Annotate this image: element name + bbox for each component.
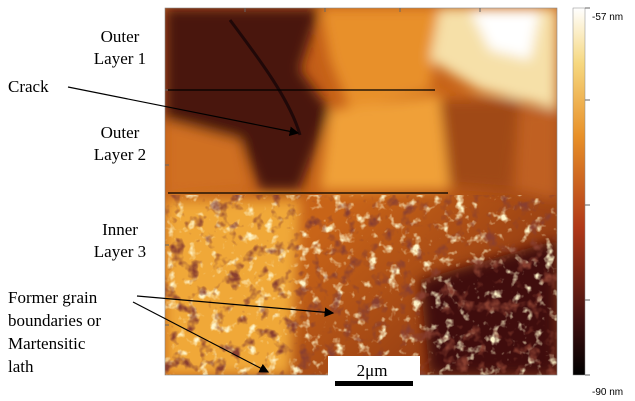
- colorbar: [573, 8, 585, 375]
- label-line: Outer: [101, 27, 140, 46]
- label-line: lath: [8, 357, 34, 376]
- colorbar-ticks: [585, 8, 590, 375]
- label-line: Martensitic: [8, 334, 86, 353]
- scale-bar: [335, 381, 413, 386]
- label-line: Layer 1: [94, 49, 146, 68]
- label-line: Inner: [102, 220, 138, 239]
- label-line: Layer 2: [94, 145, 146, 164]
- label-line: Layer 3: [94, 242, 146, 261]
- figure: 2μm -57 nm -90 nm Outer Layer 1 Crack Ou…: [0, 0, 635, 401]
- label-line: Former grain: [8, 288, 98, 307]
- label-line: Outer: [101, 123, 140, 142]
- label: Crack: [8, 77, 49, 96]
- colorbar-bottom-label: -90 nm: [592, 387, 623, 398]
- label-line: boundaries or: [8, 311, 101, 330]
- annotation: Outer Layer 1 Crack Outer Layer 2 Inner …: [8, 27, 146, 376]
- afm-image: [165, 8, 557, 375]
- scale-bar-label: 2μm: [357, 361, 388, 380]
- colorbar-top-label: -57 nm: [592, 12, 623, 23]
